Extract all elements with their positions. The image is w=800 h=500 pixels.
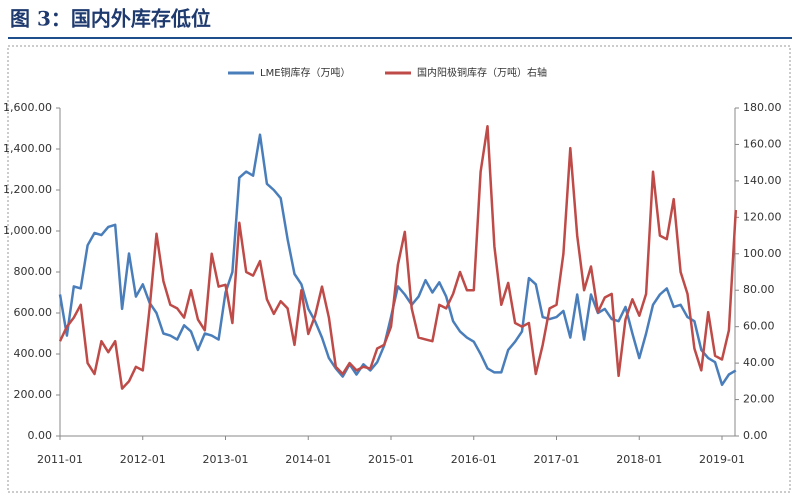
y2-tick-label: 60.00: [743, 320, 775, 333]
x-tick-label: 2019-01: [699, 453, 745, 466]
y-tick-label: 1,600.00: [3, 101, 52, 114]
y-tick-label: 1,000.00: [3, 224, 52, 237]
x-tick-label: 2018-01: [616, 453, 662, 466]
x-tick-label: 2017-01: [534, 453, 580, 466]
y-tick-label: 1,400.00: [3, 142, 52, 155]
chart-frame: [7, 45, 791, 493]
y-tick-label: 600.00: [14, 306, 53, 319]
y2-tick-label: 180.00: [743, 101, 782, 114]
y-tick-label: 200.00: [14, 388, 53, 401]
chart-title: 图 3：国内外库存低位: [10, 7, 211, 31]
y-tick-label: 1,200.00: [3, 183, 52, 196]
y2-tick-label: 20.00: [743, 393, 775, 406]
x-tick-label: 2014-01: [285, 453, 331, 466]
x-tick-label: 2015-01: [368, 453, 414, 466]
legend-label: LME铜库存（万吨）: [260, 66, 351, 79]
legend-label: 国内阳极铜库存（万吨）右轴: [417, 66, 547, 79]
x-tick-label: 2011-01: [37, 453, 83, 466]
x-tick-label: 2013-01: [203, 453, 249, 466]
y2-tick-label: 0.00: [743, 429, 768, 442]
y2-tick-label: 40.00: [743, 356, 775, 369]
x-tick-label: 2012-01: [120, 453, 166, 466]
y-tick-label: 400.00: [14, 347, 53, 360]
series-line: [58, 124, 738, 390]
x-tick-label: 2016-01: [451, 453, 497, 466]
y2-tick-label: 160.00: [743, 137, 782, 150]
y2-tick-label: 120.00: [743, 210, 782, 223]
series-line: [58, 133, 737, 387]
y2-tick-label: 140.00: [743, 174, 782, 187]
y2-tick-label: 80.00: [743, 283, 775, 296]
y2-tick-label: 100.00: [743, 247, 782, 260]
y-tick-label: 0.00: [28, 429, 53, 442]
y-tick-label: 800.00: [14, 265, 53, 278]
